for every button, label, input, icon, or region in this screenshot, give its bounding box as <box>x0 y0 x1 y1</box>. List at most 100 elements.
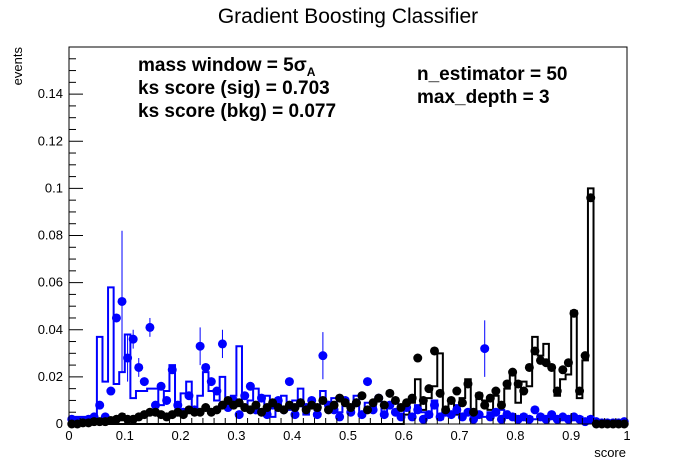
y-tick-label: 0.14 <box>38 86 63 101</box>
data-point <box>519 386 529 396</box>
data-point <box>150 400 160 410</box>
data-point <box>424 384 434 394</box>
x-tick-label: 0.1 <box>116 428 134 443</box>
data-point <box>167 365 177 375</box>
data-point <box>429 346 439 356</box>
data-point <box>552 386 562 396</box>
data-point <box>575 386 585 396</box>
x-tick-label: 0.6 <box>395 428 413 443</box>
y-tick-label: 0 <box>56 416 63 431</box>
axes: 0 0.1 0.2 0.3 0.4 0.5 0.6 0.7 0.8 0.9 1 0 0.02 0.04 0.… <box>38 58 631 443</box>
data-point <box>111 313 121 323</box>
data-point <box>335 412 345 422</box>
data-point <box>413 405 423 415</box>
data-point <box>480 400 490 410</box>
data-point <box>212 386 222 396</box>
data-point <box>558 365 568 375</box>
data-point <box>491 407 501 417</box>
data-point <box>312 410 322 420</box>
data-point <box>407 393 417 403</box>
data-point <box>547 362 557 372</box>
plot-area <box>67 187 629 429</box>
y-tick-label: 0.08 <box>38 228 63 243</box>
data-point <box>351 398 361 408</box>
data-point <box>139 377 149 387</box>
data-point <box>329 400 339 410</box>
data-point <box>429 400 439 410</box>
data-point <box>117 296 127 306</box>
x-tick-label: 0.3 <box>227 428 245 443</box>
data-point <box>396 412 406 422</box>
data-point <box>390 395 400 405</box>
x-tick-label: 1 <box>623 428 630 443</box>
data-point <box>569 308 579 318</box>
data-point <box>95 400 105 410</box>
data-point <box>586 193 596 203</box>
data-point <box>435 388 445 398</box>
data-point <box>106 386 116 396</box>
data-point <box>363 377 373 387</box>
data-point <box>502 379 512 389</box>
ks-signal-annotation: ks score (sig) = 0.703 <box>138 78 330 99</box>
data-point <box>296 398 306 408</box>
data-point <box>234 410 244 420</box>
y-tick-label: 0.04 <box>38 322 63 337</box>
y-tick-label: 0.1 <box>45 180 63 195</box>
mass-window-subscript: A <box>307 65 316 79</box>
y-tick-label: 0.06 <box>38 275 63 290</box>
data-point <box>463 379 473 389</box>
data-point <box>407 412 417 422</box>
data-point <box>385 388 395 398</box>
data-point <box>524 362 534 372</box>
data-point <box>452 405 462 415</box>
data-point <box>173 400 183 410</box>
x-tick-label: 0.4 <box>283 428 301 443</box>
x-tick-label: 0.5 <box>339 428 357 443</box>
data-point <box>284 377 294 387</box>
data-point <box>245 381 255 391</box>
data-point <box>513 379 523 389</box>
data-point <box>452 386 462 396</box>
data-point <box>530 346 540 356</box>
x-tick-label: 0.2 <box>172 428 190 443</box>
data-point <box>162 395 172 405</box>
data-point <box>379 400 389 410</box>
y-tick-label: 0.12 <box>38 133 63 148</box>
data-point <box>318 351 328 361</box>
data-point <box>480 344 490 354</box>
data-point <box>524 414 534 424</box>
data-point <box>485 393 495 403</box>
chart-title: Gradient Boosting Classifier <box>218 5 478 28</box>
data-point <box>206 377 216 387</box>
data-point <box>508 367 518 377</box>
data-point <box>257 393 267 403</box>
data-point <box>446 395 456 405</box>
data-point <box>424 410 434 420</box>
data-point <box>413 353 423 363</box>
x-tick-label: 0 <box>65 428 72 443</box>
max-depth-annotation: max_depth = 3 <box>417 87 550 108</box>
data-point <box>563 358 573 368</box>
x-axis-title: score <box>594 445 626 460</box>
data-point <box>195 341 205 351</box>
data-point <box>318 395 328 405</box>
x-tick-label: 0.8 <box>506 428 524 443</box>
data-point <box>379 410 389 420</box>
data-point <box>145 322 155 332</box>
data-point <box>469 407 479 417</box>
data-point <box>441 405 451 415</box>
data-point <box>418 395 428 405</box>
data-point <box>240 391 250 401</box>
data-point <box>457 398 467 408</box>
y-tick-label: 0.02 <box>38 369 63 384</box>
x-tick-label: 0.7 <box>451 428 469 443</box>
data-point <box>290 410 300 420</box>
data-point <box>134 362 144 372</box>
data-point <box>363 405 373 415</box>
mass-window-annotation: mass window = 5σA <box>138 55 316 79</box>
data-point <box>184 391 194 401</box>
mass-window-text: mass window = 5σ <box>138 55 307 76</box>
data-point <box>496 400 506 410</box>
data-point <box>312 403 322 413</box>
